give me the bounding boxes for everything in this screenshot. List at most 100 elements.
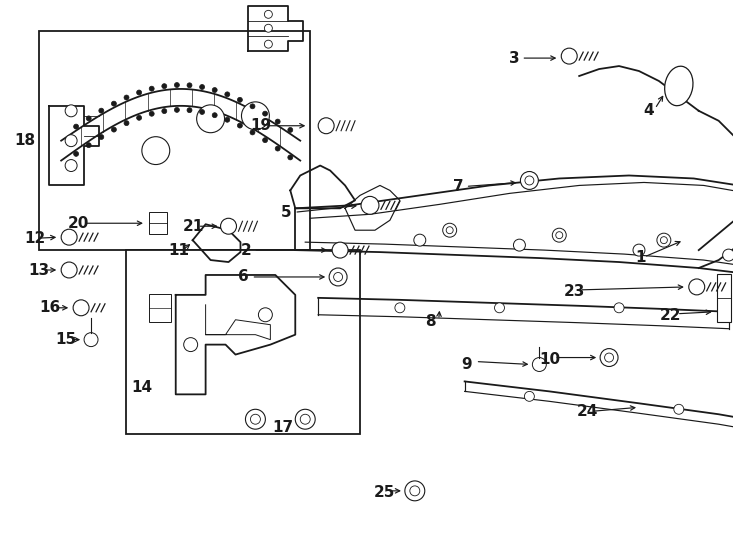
Circle shape [73,124,79,129]
Circle shape [264,24,272,32]
Text: 4: 4 [643,103,653,118]
Text: 5: 5 [280,205,291,220]
Circle shape [275,146,280,151]
Text: 12: 12 [24,231,46,246]
Bar [126,250,360,434]
Text: 16: 16 [39,300,60,315]
Circle shape [562,48,577,64]
Circle shape [520,172,538,190]
Circle shape [99,108,103,113]
Circle shape [197,105,225,133]
Circle shape [688,279,705,295]
Circle shape [556,232,563,239]
Ellipse shape [665,66,693,106]
Text: 9: 9 [462,357,472,372]
Circle shape [187,107,192,113]
Circle shape [524,392,534,401]
Circle shape [514,239,526,251]
Bar [39,31,310,250]
Text: 7: 7 [453,179,463,194]
Circle shape [288,127,293,132]
Circle shape [329,268,347,286]
Bar [149,294,171,322]
Circle shape [175,83,179,87]
Circle shape [614,303,624,313]
Text: 10: 10 [539,352,561,367]
Circle shape [495,303,504,313]
Circle shape [264,10,272,18]
Circle shape [410,486,420,496]
Circle shape [61,229,77,245]
Circle shape [212,113,217,118]
Circle shape [187,83,192,88]
Circle shape [318,118,334,134]
Circle shape [250,130,255,135]
Circle shape [161,84,167,89]
Circle shape [264,40,272,48]
Text: 6: 6 [239,269,250,285]
Circle shape [263,111,268,116]
Circle shape [65,134,77,147]
Text: 13: 13 [29,262,49,278]
Circle shape [73,300,89,316]
Circle shape [258,308,272,322]
Circle shape [65,160,77,172]
Circle shape [137,116,142,120]
Bar [716,274,730,322]
Circle shape [723,249,734,261]
Text: 3: 3 [509,51,520,65]
Circle shape [443,223,457,237]
Text: 25: 25 [374,485,396,501]
Circle shape [225,92,230,97]
Circle shape [237,97,242,102]
Text: 22: 22 [660,308,681,323]
Circle shape [446,227,453,234]
Circle shape [61,262,77,278]
Circle shape [225,117,230,122]
Circle shape [200,84,205,90]
Text: 20: 20 [68,216,90,231]
Circle shape [112,101,117,106]
Circle shape [212,87,217,92]
Circle shape [633,244,645,256]
Circle shape [161,109,167,113]
Circle shape [674,404,684,414]
Text: 14: 14 [131,380,152,395]
Circle shape [245,409,266,429]
Text: 21: 21 [183,219,204,234]
Circle shape [395,303,405,313]
Circle shape [237,123,242,128]
Circle shape [552,228,566,242]
Circle shape [200,110,205,114]
Text: 1: 1 [635,249,645,265]
Circle shape [86,143,91,147]
Text: 8: 8 [425,314,435,329]
Circle shape [288,155,293,160]
Text: 19: 19 [250,118,272,133]
Circle shape [184,338,197,352]
Circle shape [137,90,142,95]
Circle shape [149,111,154,116]
Circle shape [112,127,117,132]
Circle shape [334,273,343,281]
Circle shape [600,349,618,367]
Circle shape [250,414,261,424]
Circle shape [86,116,91,121]
Text: 24: 24 [577,404,598,418]
Circle shape [149,86,154,91]
Circle shape [275,119,280,124]
Circle shape [661,237,667,244]
Circle shape [73,151,79,157]
Circle shape [124,120,129,126]
Text: 23: 23 [563,285,584,299]
Text: 17: 17 [272,420,294,435]
Circle shape [65,105,77,117]
Circle shape [525,176,534,185]
Circle shape [263,138,268,143]
Circle shape [84,333,98,347]
Circle shape [241,102,269,130]
Text: 2: 2 [241,242,251,258]
Circle shape [414,234,426,246]
Circle shape [657,233,671,247]
Circle shape [99,134,103,139]
